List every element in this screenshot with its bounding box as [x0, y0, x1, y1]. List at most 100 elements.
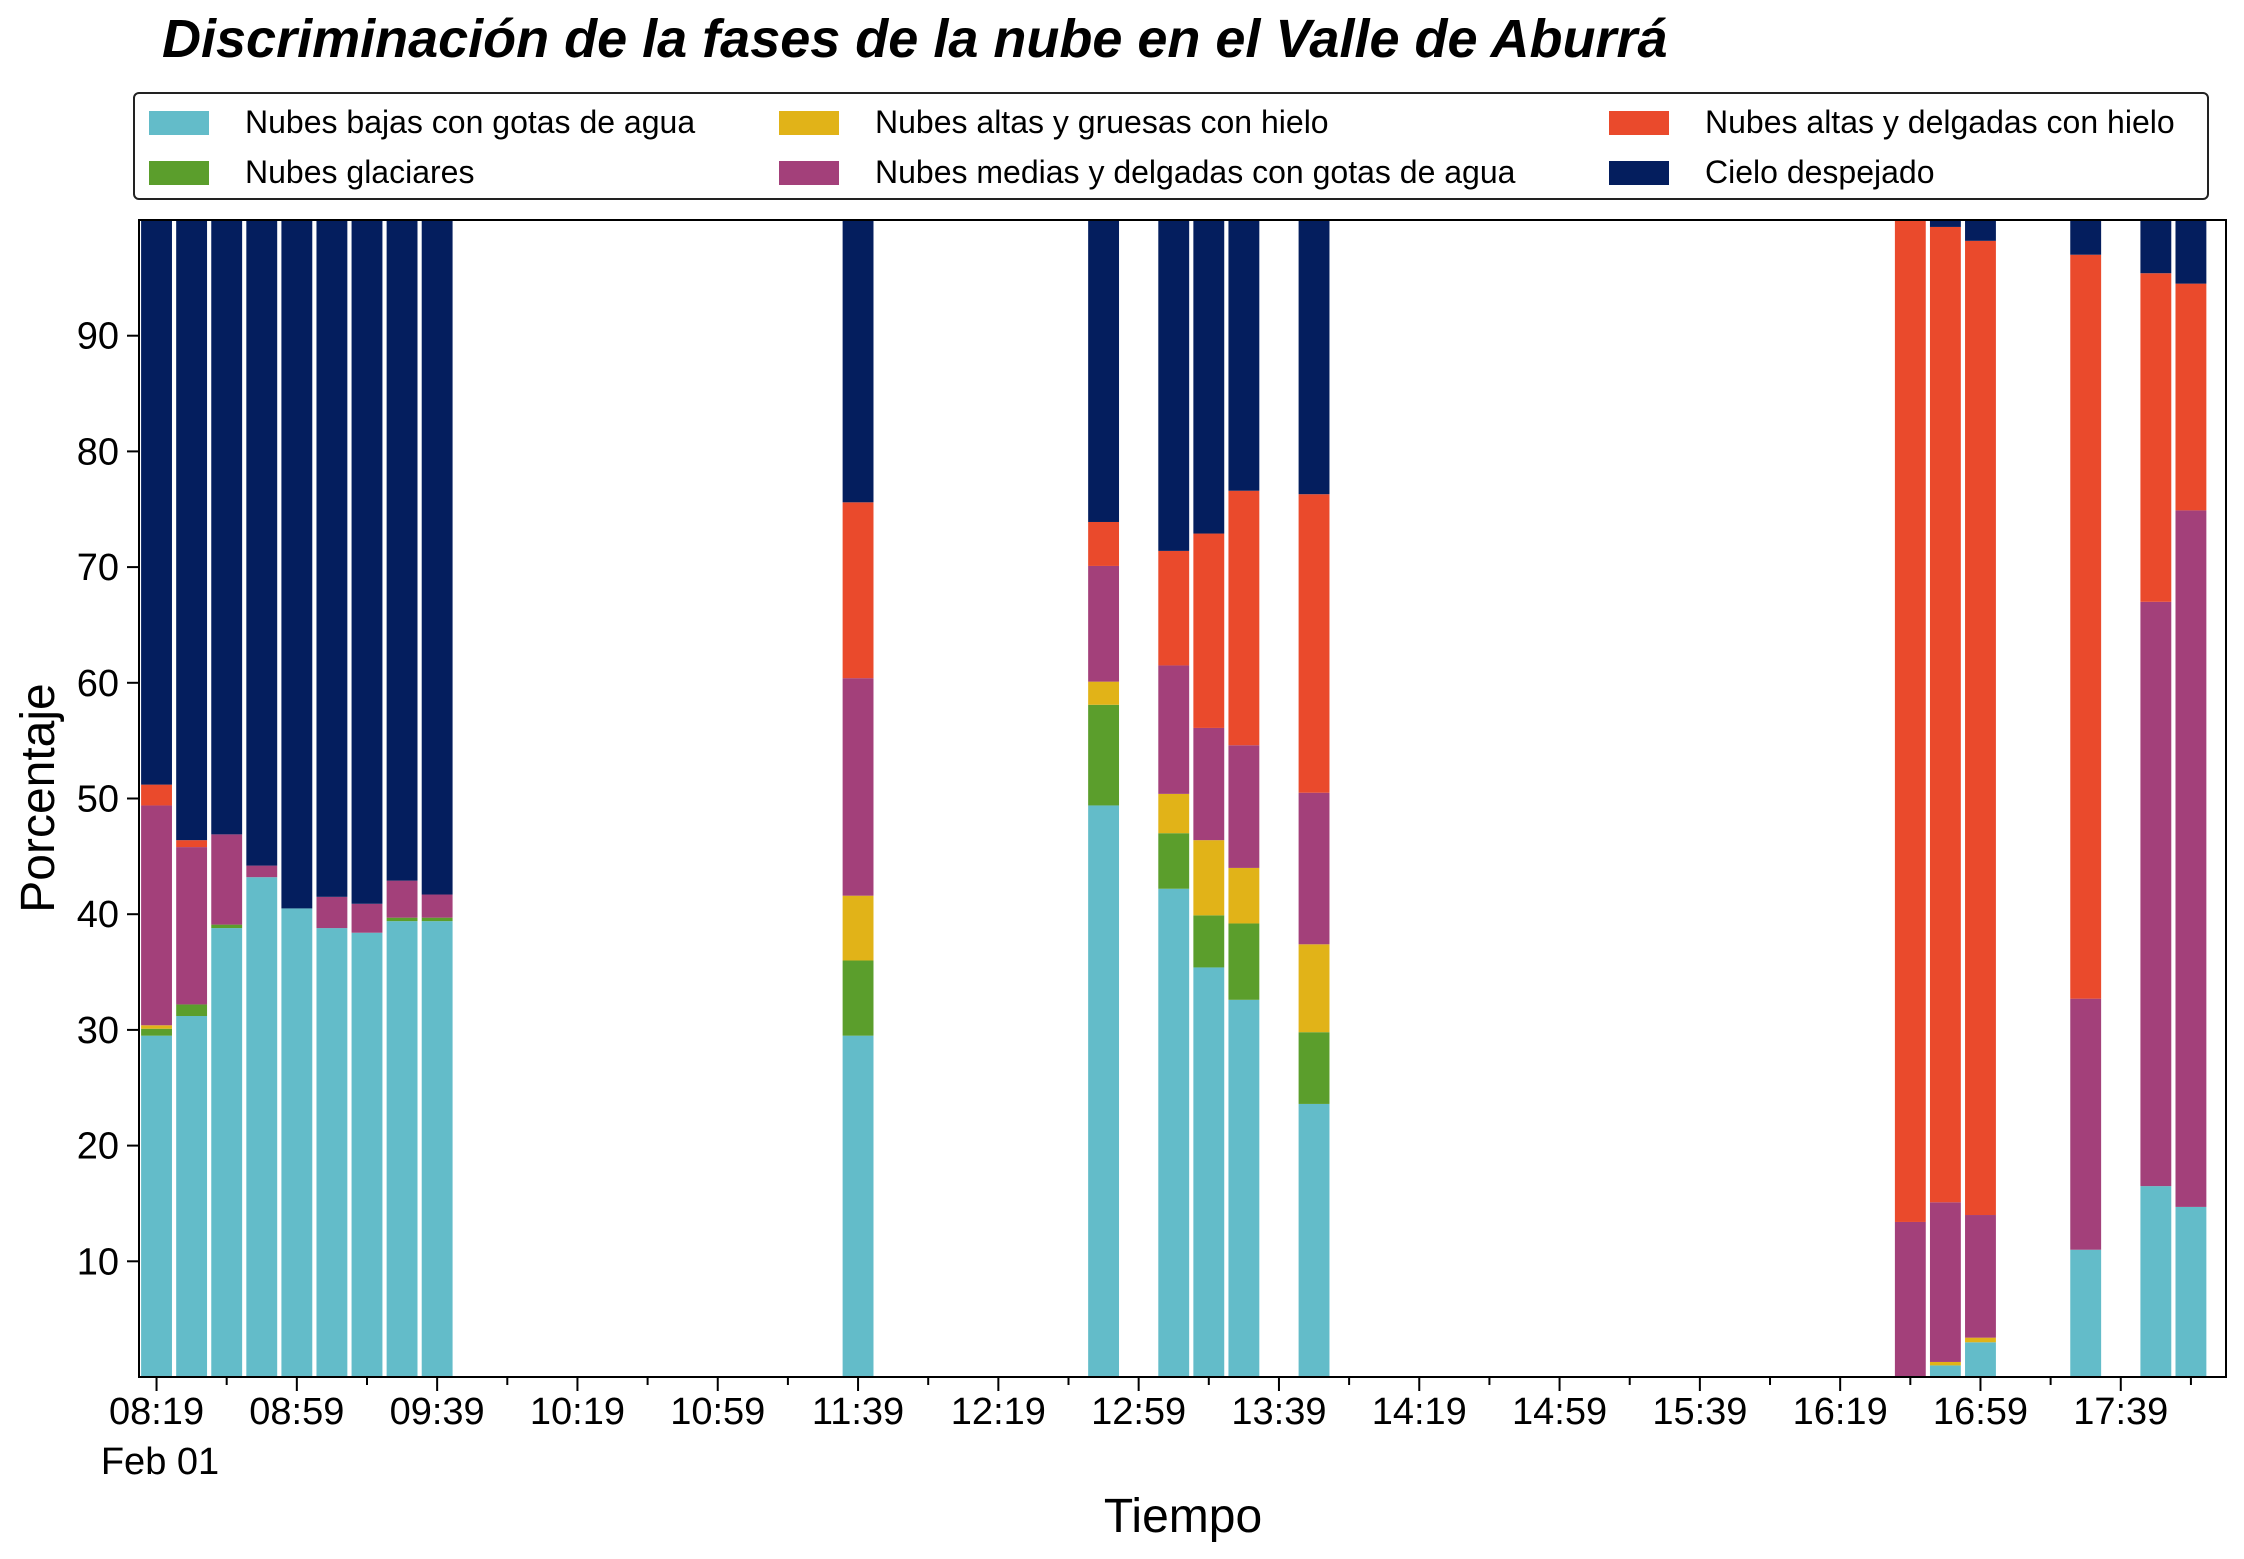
bar-segment: [2175, 220, 2207, 284]
bar-segment: [316, 896, 348, 929]
bar-segment: [1929, 1365, 1961, 1377]
bar-segment: [421, 921, 453, 1377]
bar-segment: [1298, 792, 1330, 945]
bar-segment: [1228, 867, 1260, 924]
y-tick-label: 60: [77, 663, 119, 705]
bar-segment: [211, 220, 243, 835]
bar-stack: [246, 220, 278, 1377]
bar-segment: [1228, 490, 1260, 746]
bar-segment: [1088, 220, 1120, 522]
y-tick-label: 30: [77, 1010, 119, 1052]
x-axis: 08:19 08:59 09:39 10:19 10:59 11:39 12:19 12:59…: [109, 1377, 2192, 1433]
bar-segment: [2175, 1206, 2207, 1377]
bar-segment: [351, 903, 383, 933]
bar-segment: [176, 840, 208, 848]
bar-segment: [1965, 1342, 1996, 1377]
bar-segment: [316, 220, 348, 897]
x-axis-label: Tiempo: [1104, 1490, 1262, 1543]
legend-swatch: [1609, 160, 1669, 185]
bar-stack: [386, 220, 418, 1377]
bar-segment: [842, 678, 874, 896]
bar-segment: [2140, 1186, 2172, 1377]
legend-item: Nubes glaciares: [149, 154, 474, 191]
bar-segment: [1228, 999, 1260, 1377]
bar-segment: [1298, 494, 1330, 793]
bar-segment: [246, 865, 278, 878]
bar-segment: [141, 1035, 172, 1377]
bar-segment: [176, 847, 208, 1005]
bar-stack: [421, 220, 453, 1377]
bar-segment: [211, 834, 243, 925]
bar-segment: [246, 220, 278, 866]
bar-stack: [1228, 220, 1260, 1377]
bar-segment: [2175, 283, 2207, 511]
bar-segment: [1088, 681, 1120, 705]
bar-stack: [2175, 220, 2207, 1377]
bar-segment: [1929, 1361, 1961, 1366]
bar-segment: [842, 895, 874, 961]
bar-stack: [1298, 220, 1330, 1377]
x-tick-label: 14:59: [1512, 1391, 1607, 1433]
bar-segment: [1298, 1032, 1330, 1104]
bar-segment: [141, 220, 172, 785]
bar-segment: [1088, 704, 1120, 806]
bar-segment: [351, 220, 383, 904]
bar-segment: [386, 917, 418, 922]
legend-swatch: [149, 160, 209, 185]
x-tick-label: 08:19: [109, 1391, 204, 1433]
bar-segment: [386, 880, 418, 918]
bar-segment: [842, 220, 874, 503]
x-tick-label: 17:39: [2073, 1391, 2168, 1433]
bar-segment: [176, 1016, 208, 1377]
x-tick-label: 16:19: [1793, 1391, 1888, 1433]
bar-segment: [1158, 550, 1190, 666]
x-tick-label: 08:59: [249, 1391, 344, 1433]
legend-label: Nubes glaciares: [245, 154, 475, 190]
legend-label: Nubes altas y gruesas con hielo: [875, 104, 1329, 140]
chart-title: Discriminación de la fases de la nube en…: [162, 9, 1668, 69]
bar-segment: [176, 220, 208, 841]
x-tick-label: 10:19: [530, 1391, 625, 1433]
bar-stack: [176, 220, 208, 1377]
bar-segment: [421, 220, 453, 895]
bar-segment: [141, 1028, 172, 1036]
legend-item: Nubes altas y delgadas con hielo: [1609, 104, 2175, 141]
bar-segment: [1965, 220, 1996, 241]
bars-layer: [141, 220, 2207, 1377]
x-date-label: Feb 01: [101, 1441, 219, 1483]
bar-segment: [246, 877, 278, 1377]
bar-segment: [1158, 220, 1190, 551]
legend: Nubes bajas con gotas de agua Nubes glaci…: [133, 92, 2209, 200]
bar-segment: [1193, 915, 1225, 968]
bar-stack: [842, 220, 874, 1377]
legend-swatch: [1609, 110, 1669, 135]
x-tick-label: 10:59: [670, 1391, 765, 1433]
bar-segment: [386, 921, 418, 1377]
bar-segment: [2070, 254, 2102, 999]
bar-segment: [1158, 833, 1190, 889]
legend-swatch: [149, 110, 209, 135]
legend-label: Nubes medias y delgadas con gotas de agu…: [875, 154, 1516, 190]
y-tick-label: 40: [77, 894, 119, 936]
bar-segment: [2070, 1249, 2102, 1377]
y-tick-label: 90: [77, 316, 119, 358]
bar-segment: [1228, 745, 1260, 868]
legend-item: Nubes medias y delgadas con gotas de agu…: [779, 154, 1515, 191]
bar-segment: [2175, 510, 2207, 1207]
bar-segment: [1298, 944, 1330, 1033]
bar-stack: [2140, 220, 2172, 1377]
bar-segment: [141, 784, 172, 806]
bar-segment: [842, 1035, 874, 1377]
y-tick-label: 80: [77, 431, 119, 473]
y-tick-label: 10: [77, 1241, 119, 1283]
bar-segment: [1088, 565, 1120, 682]
bar-segment: [1193, 840, 1225, 916]
bar-segment: [1228, 220, 1260, 491]
y-tick-label: 50: [77, 779, 119, 821]
bar-stack: [351, 220, 383, 1377]
bar-segment: [1228, 923, 1260, 1000]
bar-segment: [842, 502, 874, 679]
bar-stack: [1193, 220, 1225, 1377]
bar-stack: [281, 220, 313, 1377]
